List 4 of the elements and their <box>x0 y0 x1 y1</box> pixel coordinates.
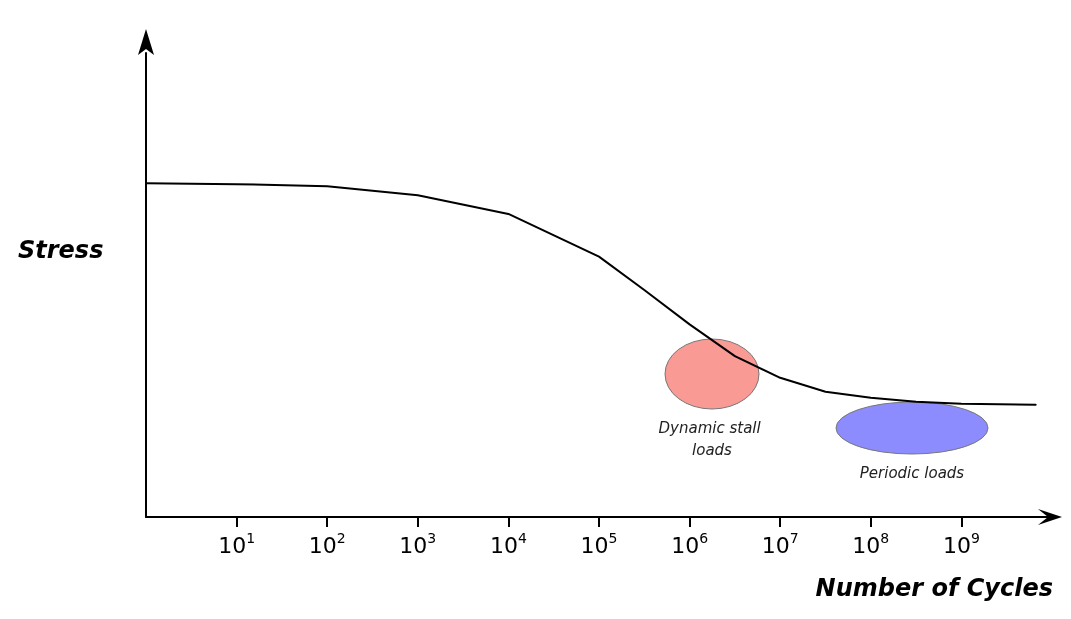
y-axis-title: Stress <box>18 236 104 264</box>
annotation: Periodic loads <box>859 464 965 482</box>
annotation: Dynamic stall loads <box>658 419 766 459</box>
x-axis-title: Number of Cycles <box>815 574 1053 602</box>
